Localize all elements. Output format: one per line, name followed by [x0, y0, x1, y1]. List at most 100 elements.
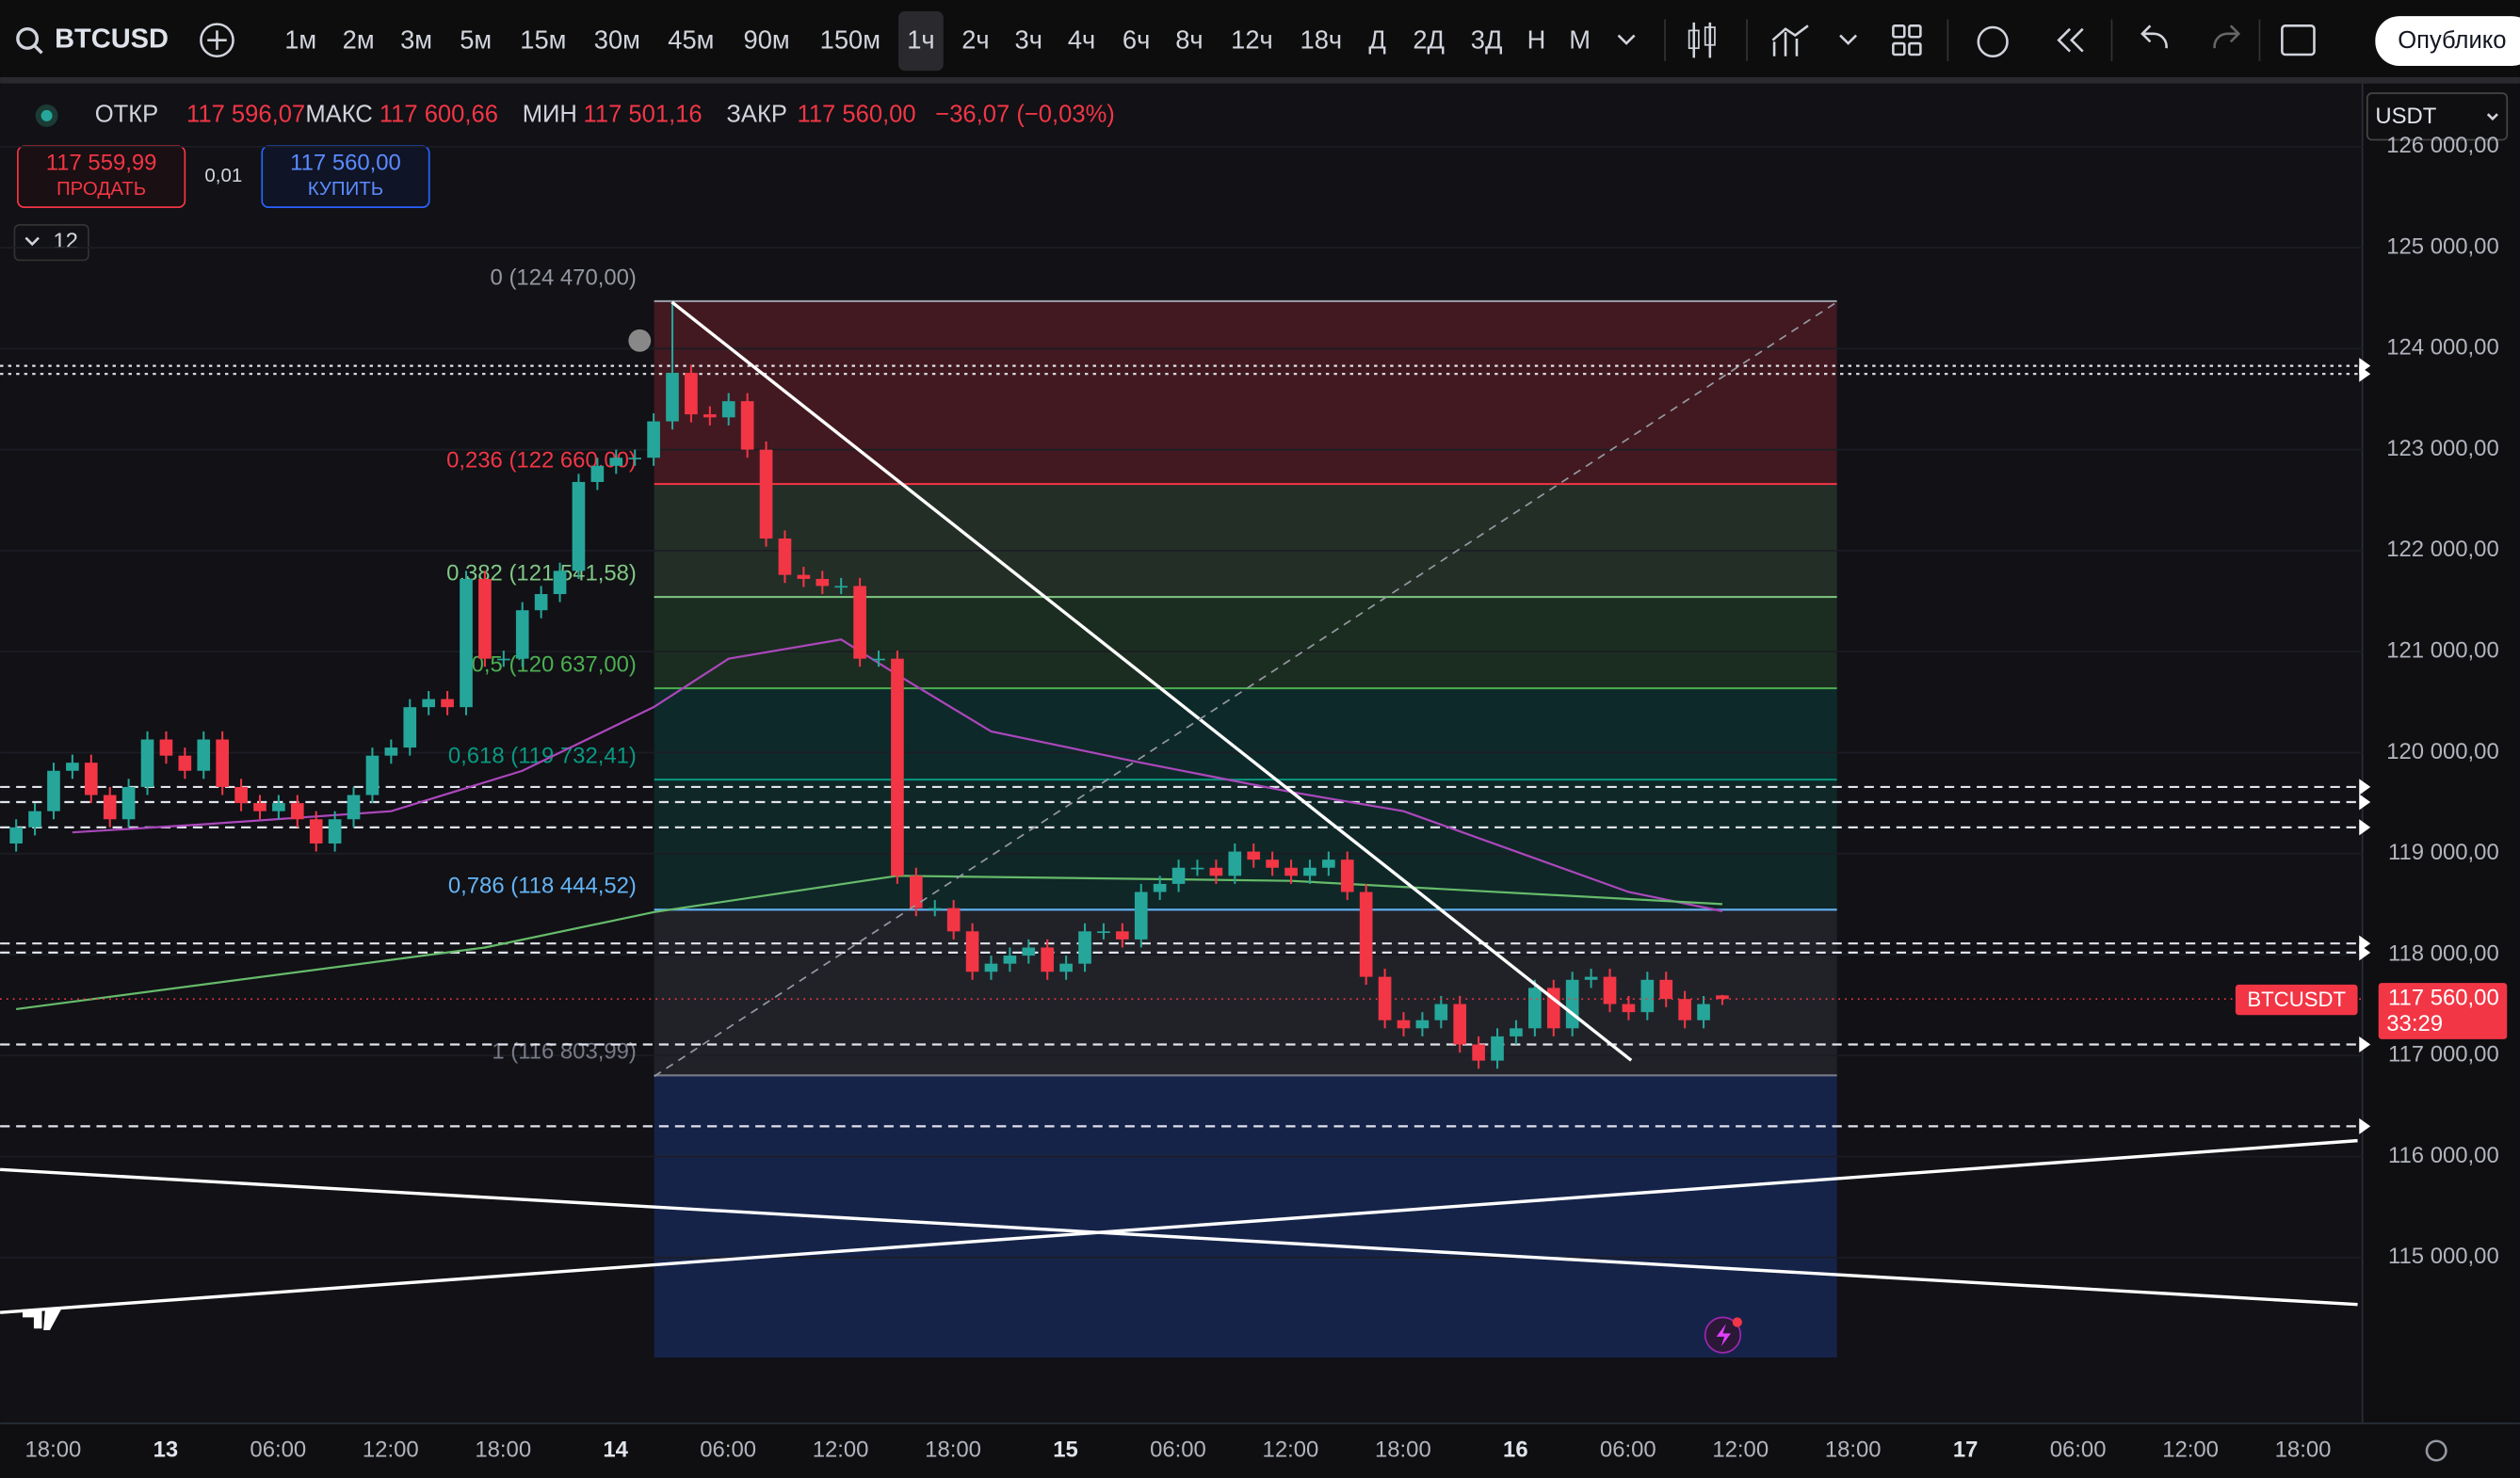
candle-body [47, 770, 60, 811]
layouts-icon[interactable] [1892, 24, 1922, 56]
candle-body [28, 811, 41, 827]
candle-body [1153, 883, 1167, 892]
candle-body [9, 827, 23, 844]
indicators-icon[interactable] [1771, 24, 1809, 56]
candle-body [403, 707, 417, 748]
interval[interactable]: 1м [284, 25, 316, 55]
undo-icon[interactable] [2140, 24, 2168, 49]
interval[interactable]: 45м [668, 25, 714, 55]
candle-body [1116, 931, 1129, 940]
candle-body [1190, 867, 1204, 870]
candle-body [1434, 1004, 1448, 1020]
interval[interactable]: 5м [460, 25, 492, 55]
y-tick-label: 121 000,00 [2386, 637, 2499, 663]
candle-body [384, 747, 398, 756]
interval[interactable]: 1ч [907, 25, 934, 55]
x-tick-label: 06:00 [250, 1437, 306, 1462]
publish-label: Опублико [2398, 27, 2506, 54]
interval[interactable]: 2м [343, 25, 375, 55]
interval[interactable]: 3ч [1015, 25, 1042, 55]
interval[interactable]: 2ч [961, 25, 989, 55]
alert-icon[interactable] [1977, 25, 2009, 58]
candle-body [647, 421, 660, 458]
candle-body [1678, 999, 1691, 1020]
interval[interactable]: М [1569, 25, 1591, 55]
candle-body [1415, 1020, 1430, 1029]
candle-body [834, 586, 848, 588]
candle-body [1472, 1044, 1485, 1061]
line-marker [2359, 1036, 2371, 1053]
legend-low: 117 501,16 [584, 102, 703, 128]
interval[interactable]: 8ч [1175, 25, 1203, 55]
candle-body [928, 908, 942, 910]
candle-body [685, 373, 698, 415]
interval[interactable]: 150м [820, 25, 880, 55]
legend-open: 117 596,07 [186, 102, 305, 128]
indicators-dropdown[interactable] [1839, 34, 1858, 45]
interval[interactable]: 3м [400, 25, 432, 55]
currency-select[interactable] [2366, 92, 2509, 141]
moving-average [16, 875, 1723, 1011]
candle-body [1097, 931, 1110, 934]
candle-body [1491, 1036, 1504, 1061]
status-dot [40, 109, 53, 121]
x-tick-label: 12:00 [2162, 1437, 2219, 1462]
fullscreen-icon[interactable] [2281, 24, 2316, 56]
interval[interactable]: 2Д [1413, 25, 1445, 55]
fib-zone [654, 688, 1837, 780]
candle-body [253, 803, 267, 811]
candle-body [1041, 947, 1055, 972]
add-symbol[interactable] [200, 23, 234, 58]
interval[interactable]: Д [1368, 25, 1386, 55]
legend-open-label: ОТКР [95, 102, 158, 128]
interval[interactable]: 3Д [1471, 25, 1503, 55]
y-tick-label: 115 000,00 [2388, 1244, 2499, 1269]
redo-icon [2213, 24, 2241, 49]
trend-line [0, 1167, 2358, 1307]
line-marker [2359, 779, 2371, 795]
interval[interactable]: 4ч [1068, 25, 1095, 55]
candle-body [1659, 979, 1673, 1000]
y-tick-label: 123 000,00 [2386, 436, 2499, 461]
candle-body [478, 578, 492, 659]
legend-close-label: ЗАКР [726, 102, 786, 128]
fib-zone [654, 779, 1837, 910]
publish-button[interactable] [2375, 16, 2520, 66]
x-tick-label: 18:00 [1825, 1437, 1882, 1462]
x-tick-label: 06:00 [1600, 1437, 1656, 1462]
candle-body [1303, 867, 1317, 876]
symbol[interactable]: BTCUSD [55, 24, 169, 54]
line-marker [2359, 794, 2371, 811]
fib-label: 0 (124 470,00) [491, 265, 637, 290]
x-tick-label: 18:00 [25, 1437, 82, 1462]
indicators-toggle[interactable] [13, 224, 89, 262]
legend-high-label: МАКС [305, 102, 372, 128]
interval[interactable]: 90м [744, 25, 790, 55]
interval[interactable]: Н [1527, 25, 1546, 55]
interval[interactable]: 12ч [1231, 25, 1273, 55]
y-tick-label: 117 000,00 [2388, 1042, 2499, 1068]
candle-body [759, 449, 773, 539]
interval[interactable]: 18ч [1300, 25, 1343, 55]
candle-body [946, 908, 961, 932]
candle-body [1528, 988, 1542, 1029]
news-bolt [1716, 1324, 1732, 1347]
candle-body [1134, 892, 1148, 940]
interval[interactable]: 15м [520, 25, 566, 55]
candle-body [534, 594, 548, 611]
interval[interactable]: 30м [594, 25, 640, 55]
candle-body [1565, 979, 1579, 1029]
search-icon[interactable] [16, 27, 40, 50]
x-tick-label: 14 [603, 1437, 628, 1462]
plot-area: 126 000,00 125 000,00 124 000,00 123 000,00… [0, 133, 2508, 1358]
candle-body [197, 739, 211, 771]
settings-icon[interactable] [2425, 1439, 2447, 1462]
buy-price: 117 560,00 [290, 150, 401, 175]
chart-type-icon[interactable] [1692, 22, 1712, 58]
legend-high: 117 600,66 [380, 102, 498, 128]
candle-body [272, 803, 285, 811]
interval-dropdown[interactable] [1617, 34, 1636, 45]
replay-icon[interactable] [2057, 27, 2084, 53]
interval[interactable]: 6ч [1123, 25, 1150, 55]
ohlc-legend: ОТКР 117 596,07 МАКС 117 600,66 МИН 117 501,1… [95, 102, 1115, 128]
